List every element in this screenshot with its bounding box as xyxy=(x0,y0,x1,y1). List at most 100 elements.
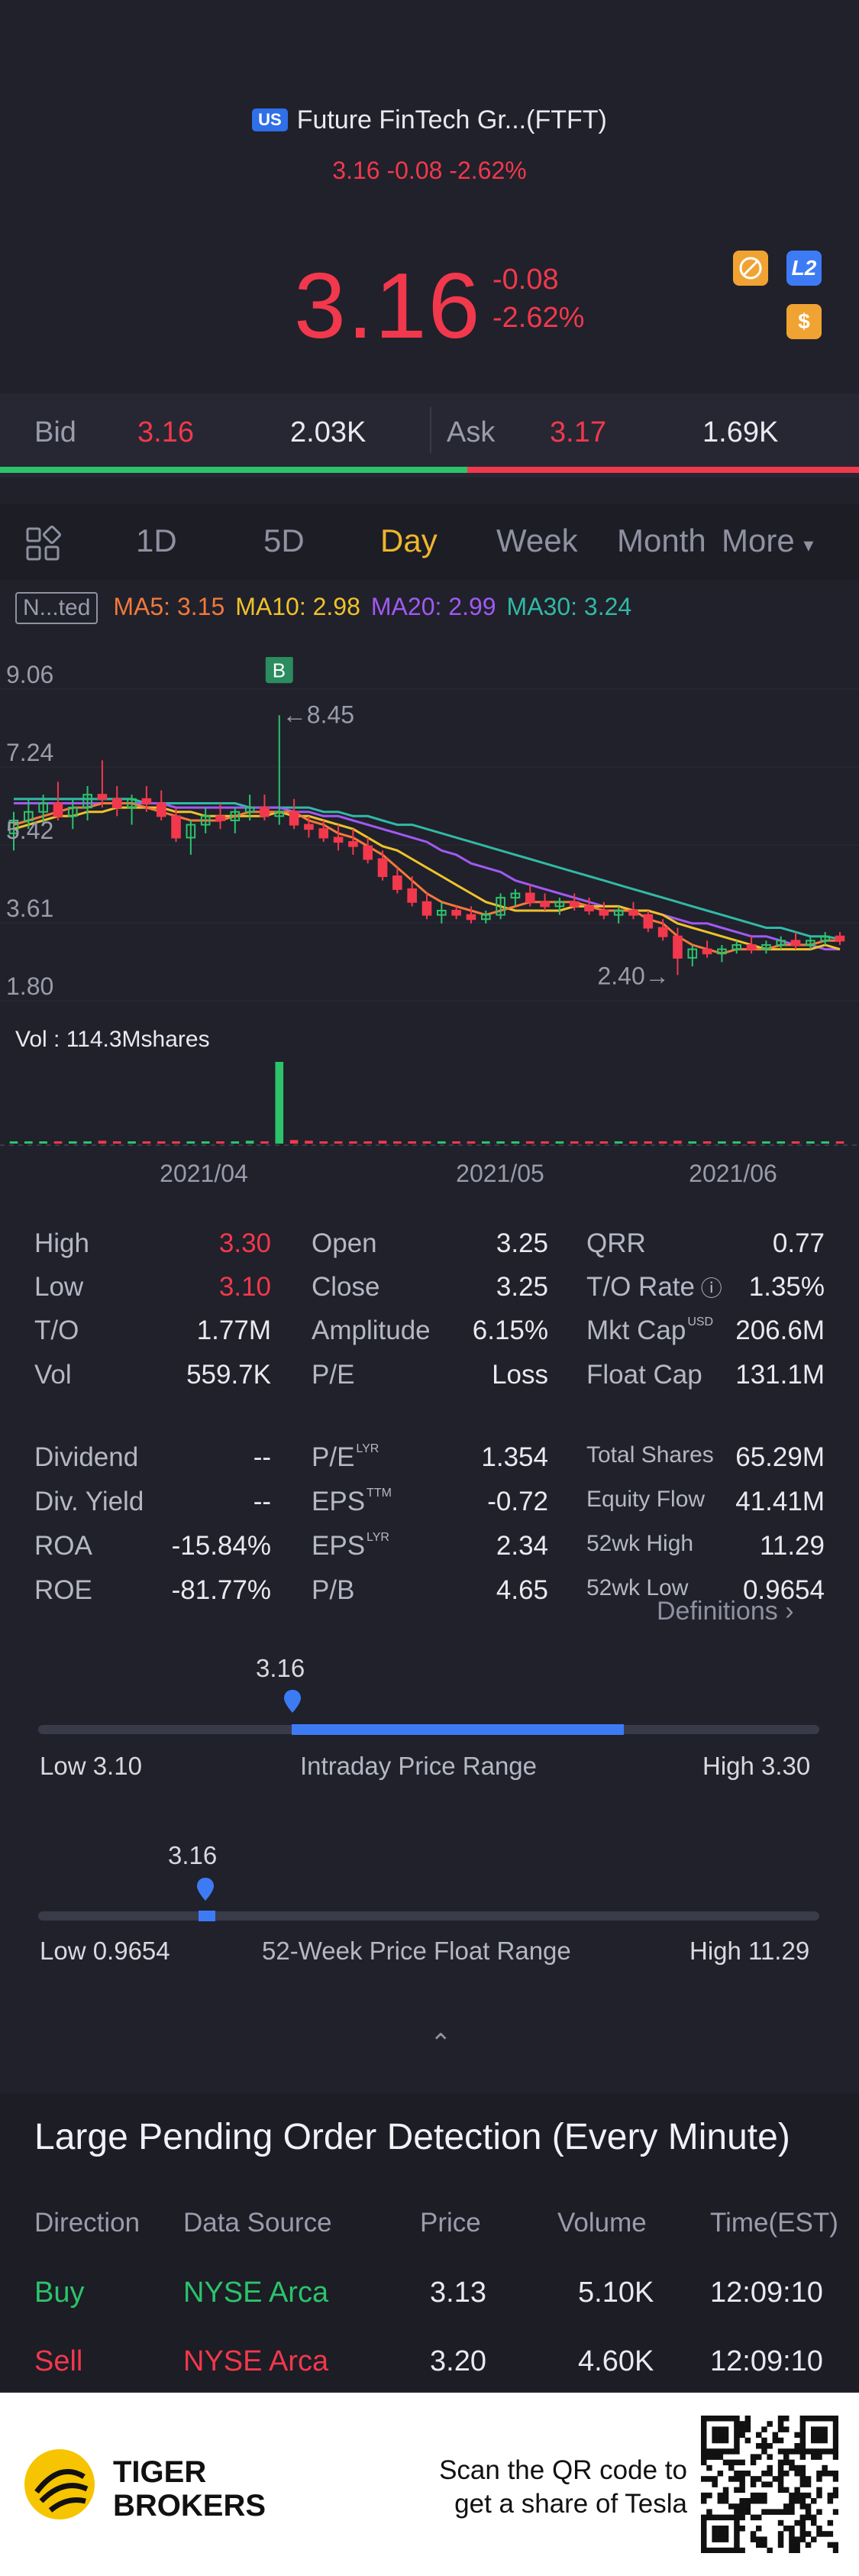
volume-bar xyxy=(275,1062,284,1144)
qr-module xyxy=(783,2471,790,2477)
qr-module xyxy=(717,2426,724,2432)
qr-code[interactable] xyxy=(701,2416,838,2553)
qr-module xyxy=(832,2492,838,2499)
volume-bar xyxy=(481,1141,490,1144)
week52-range-title: 52-Week Price Float Range xyxy=(262,1937,571,1965)
qr-module xyxy=(794,2492,800,2499)
volume-bar xyxy=(718,1141,726,1144)
qr-module xyxy=(728,2514,735,2521)
qr-module xyxy=(756,2443,762,2449)
candle-body xyxy=(761,943,771,950)
qr-module xyxy=(728,2459,735,2466)
qr-module xyxy=(734,2531,740,2537)
l2-icon[interactable]: L2 xyxy=(786,251,822,286)
qr-module xyxy=(827,2498,834,2504)
tab-month[interactable]: Month xyxy=(617,523,706,558)
qr-module xyxy=(734,2526,740,2532)
ask-price: 3.17 xyxy=(550,416,606,448)
x-tick-label: 2021/04 xyxy=(160,1160,248,1187)
dollar-icon[interactable]: $ xyxy=(786,304,822,339)
stock-name: Future FinTech Gr...(FTFT) xyxy=(296,105,607,134)
chart-layout-icon[interactable] xyxy=(24,526,61,570)
definitions-link[interactable]: Definitions › xyxy=(657,1597,794,1626)
qr-module xyxy=(783,2509,790,2515)
y-tick-label: 1.80 xyxy=(6,972,53,1000)
volume-bar xyxy=(231,1141,240,1144)
qr-module xyxy=(756,2514,762,2521)
qr-module xyxy=(744,2426,751,2432)
qr-module xyxy=(799,2514,806,2521)
tab-more[interactable]: More ▾ xyxy=(722,523,814,558)
qr-module xyxy=(777,2471,784,2477)
qr-module xyxy=(761,2498,767,2504)
qr-module xyxy=(811,2498,817,2504)
candle-body xyxy=(304,824,314,830)
tab-5d[interactable]: 5D xyxy=(263,523,305,558)
qr-module xyxy=(794,2498,800,2504)
week52-marker-icon xyxy=(197,1878,214,1901)
qr-module xyxy=(734,2503,740,2510)
candle-body xyxy=(24,811,34,821)
candle-body xyxy=(97,794,108,800)
qr-module xyxy=(789,2448,795,2455)
volume-bar xyxy=(452,1141,460,1144)
stat-label-sup: LYR xyxy=(356,1442,379,1455)
tab-day[interactable]: Day xyxy=(380,523,438,558)
qr-module xyxy=(822,2464,828,2471)
qr-module xyxy=(816,2426,822,2432)
stat-value: -- xyxy=(253,1487,271,1516)
qr-module xyxy=(772,2509,779,2515)
qr-module xyxy=(799,2421,806,2427)
candle-body xyxy=(687,948,698,959)
info-icon[interactable]: ⓘ xyxy=(694,1277,722,1300)
candlestick-chart[interactable]: 9.06 7.24 5.42 3.61 1.80 ←8.45 B 2.40→ Vol : 114… xyxy=(0,657,859,1192)
candle-body xyxy=(657,927,668,937)
volume-bar xyxy=(496,1141,505,1144)
week52-range-track xyxy=(38,1911,819,1921)
qr-module xyxy=(701,2421,707,2427)
qr-module xyxy=(717,2531,724,2537)
tiger-logo-icon xyxy=(24,2449,95,2519)
qr-module xyxy=(827,2492,834,2499)
qr-module xyxy=(701,2454,707,2460)
qr-module xyxy=(794,2432,800,2438)
no-ads-icon[interactable] xyxy=(733,251,768,286)
qr-module xyxy=(701,2443,707,2449)
candle-body xyxy=(407,888,417,903)
bid-ask-divider xyxy=(430,407,431,453)
qr-module xyxy=(832,2509,838,2515)
candle-body xyxy=(510,892,521,899)
volume-bar xyxy=(732,1141,741,1144)
volume-bar xyxy=(835,1141,844,1144)
qr-module xyxy=(761,2542,767,2548)
qr-module xyxy=(701,2426,707,2432)
qr-module xyxy=(805,2448,812,2455)
tab-week[interactable]: Week xyxy=(496,523,578,558)
qr-module xyxy=(756,2492,762,2499)
qr-module xyxy=(706,2416,712,2422)
intraday-current-label: 3.16 xyxy=(256,1654,305,1682)
qr-module xyxy=(717,2471,724,2477)
qr-module xyxy=(799,2426,806,2432)
volume-bar xyxy=(216,1141,224,1144)
qr-module xyxy=(734,2426,740,2432)
stat-label: P/E xyxy=(312,1360,355,1390)
candle-body xyxy=(599,909,609,916)
qr-module xyxy=(832,2416,838,2422)
candle-body xyxy=(8,819,19,834)
qr-module xyxy=(756,2432,762,2438)
pending-order-panel: Large Pending Order Detection (Every Min… xyxy=(0,2093,859,2391)
stat-value: 6.15% xyxy=(472,1316,548,1345)
row-time: 12:09:10 xyxy=(710,2277,823,2309)
tab-1d[interactable]: 1D xyxy=(136,523,177,558)
qr-module xyxy=(750,2481,757,2487)
high-marker: ←8.45 xyxy=(283,701,354,728)
stat-label: 52wk Low xyxy=(586,1575,689,1600)
qr-module xyxy=(734,2536,740,2542)
stat-label: EPS LYR xyxy=(312,1531,389,1561)
qr-module xyxy=(789,2464,795,2471)
rating-tag[interactable]: N...ted xyxy=(15,592,98,624)
candle-body xyxy=(127,798,137,809)
qr-module xyxy=(783,2426,790,2432)
collapse-chevron-up-icon[interactable]: ⌃ xyxy=(430,2029,452,2058)
